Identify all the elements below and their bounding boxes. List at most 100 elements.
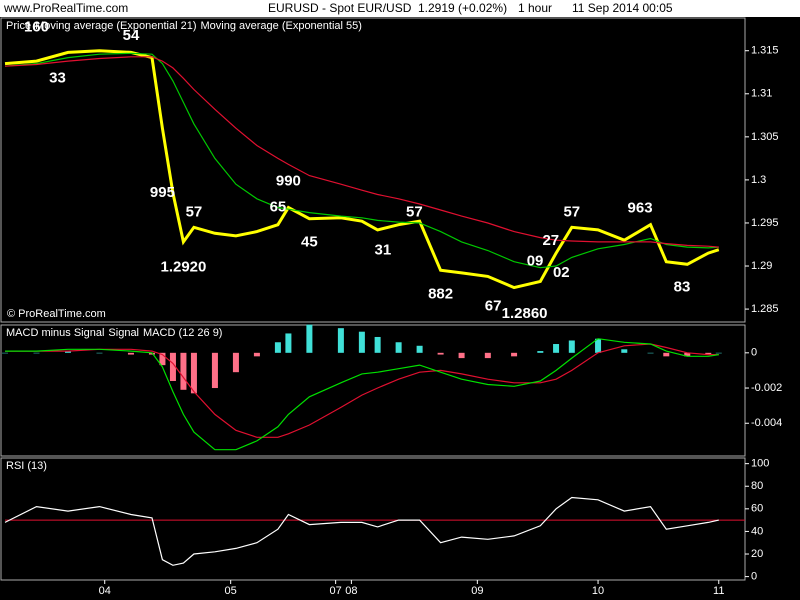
annotation: 33 (49, 69, 66, 86)
histogram-bar (285, 333, 292, 353)
histogram-bar (159, 352, 166, 366)
y-tick-label: 0 (751, 571, 757, 583)
y-tick-label: 80 (751, 480, 763, 492)
y-tick-label: 1.31 (751, 88, 772, 100)
legend-entry: RSI (13) (6, 460, 47, 472)
histogram-bar (127, 352, 134, 355)
histogram-bar (64, 351, 71, 353)
annotation: 160 (24, 18, 49, 35)
x-tick-label: 04 (99, 585, 111, 597)
legend-entry: Signal (108, 327, 139, 339)
series-line (4, 49, 720, 290)
x-tick-label: 10 (592, 585, 604, 597)
x-tick-label: 09 (471, 585, 483, 597)
histogram-bar (511, 352, 518, 357)
histogram-bar (484, 352, 491, 359)
y-tick-label: -0.002 (751, 382, 782, 394)
histogram-bar (306, 324, 313, 353)
series-line (5, 338, 719, 451)
y-tick-label: -0.004 (751, 417, 782, 429)
histogram-bar (96, 352, 103, 354)
annotation: 83 (674, 279, 691, 296)
histogram-bar (437, 352, 444, 355)
x-tick-label: 08 (345, 585, 357, 597)
x-tick-label: 07 (330, 585, 342, 597)
series-line (4, 52, 719, 269)
last-price: 1.2919 (+0.02%) (418, 1, 507, 15)
y-tick-label: 100 (751, 458, 769, 470)
y-tick-label: 1.305 (751, 131, 779, 143)
series-line (4, 56, 719, 248)
y-tick-label: 1.3 (751, 174, 766, 186)
panel-frame (0, 324, 746, 457)
histogram-bar (684, 352, 691, 357)
histogram-bar (647, 352, 654, 354)
histogram-bar (663, 352, 670, 357)
histogram-bar (2, 352, 8, 354)
annotation: 02 (553, 264, 570, 281)
annotation: 31 (375, 241, 392, 258)
annotation: 54 (123, 27, 140, 44)
histogram-bar (458, 352, 465, 359)
y-tick-label: 0 (751, 347, 757, 359)
legend-entry: MACD (12 26 9) (143, 327, 222, 339)
histogram-bar (190, 352, 197, 394)
annotation: 1.2920 (160, 259, 206, 276)
symbol: EURUSD - Spot EUR/USD (268, 1, 412, 15)
site: www.ProRealTime.com (3, 1, 128, 15)
annotation: 67 (485, 297, 502, 314)
panel-frame (0, 17, 746, 323)
legend-entry: MACD minus Signal (6, 327, 104, 339)
y-tick-label: 20 (751, 548, 763, 560)
legend-entry: Price (6, 20, 31, 32)
annotation: 57 (563, 204, 580, 221)
histogram-bar (274, 342, 281, 353)
legend-entry: Moving average (Exponential 21) (35, 20, 196, 32)
histogram-bar (537, 351, 544, 353)
x-tick-label: 05 (225, 585, 237, 597)
histogram-bar (358, 331, 365, 353)
histogram-bar (553, 344, 560, 353)
histogram-bar (374, 336, 381, 353)
annotation: 57 (406, 204, 423, 221)
header-bar (0, 0, 800, 17)
y-tick-label: 1.285 (751, 303, 779, 315)
annotation: 882 (428, 285, 453, 302)
annotation: 963 (628, 199, 653, 216)
y-tick-label: 1.315 (751, 45, 779, 57)
series-line (4, 496, 719, 566)
annotation: 09 (527, 253, 544, 270)
annotation: 27 (542, 232, 559, 249)
x-tick-label: 11 (713, 585, 724, 597)
annotation: 995 (150, 184, 175, 201)
histogram-bar (416, 345, 423, 353)
annotation: 57 (186, 204, 203, 221)
histogram-bar (337, 328, 344, 353)
histogram-bar (715, 352, 722, 354)
series-line (5, 343, 719, 438)
histogram-bar (568, 340, 575, 353)
watermark: © ProRealTime.com (7, 308, 106, 320)
histogram-bar (253, 352, 260, 357)
y-tick-label: 1.29 (751, 260, 772, 272)
y-tick-label: 1.295 (751, 217, 779, 229)
histogram-bar (232, 352, 239, 373)
histogram-bar (621, 349, 628, 353)
y-tick-label: 60 (751, 503, 763, 515)
histogram-bar (595, 338, 602, 353)
annotation: 45 (301, 234, 318, 251)
histogram-bar (211, 352, 218, 389)
histogram-bar (395, 342, 402, 353)
histogram-bar (180, 352, 187, 390)
annotation: 1.2860 (502, 305, 548, 322)
annotation: 990 (276, 173, 301, 190)
datetime: 11 Sep 2014 00:05 (572, 1, 673, 15)
histogram-bar (33, 352, 40, 354)
legend-entry: Moving average (Exponential 55) (201, 20, 362, 32)
annotation: 65 (270, 198, 287, 215)
period: 1 hour (518, 1, 552, 15)
histogram-bar (705, 352, 712, 355)
y-tick-label: 40 (751, 525, 763, 537)
